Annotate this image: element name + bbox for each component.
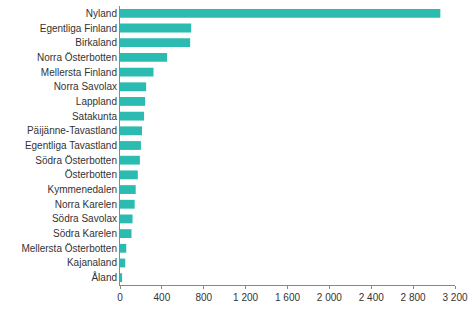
svg-text:800: 800 — [195, 292, 212, 303]
svg-text:2 400: 2 400 — [359, 292, 384, 303]
svg-text:Lappland: Lappland — [76, 96, 117, 107]
svg-text:Åland: Åland — [91, 271, 117, 283]
svg-text:Egentliga Tavastland: Egentliga Tavastland — [25, 140, 117, 151]
svg-text:Norra Österbotten: Norra Österbotten — [37, 52, 117, 63]
svg-text:Mellersta Österbotten: Mellersta Österbotten — [21, 243, 117, 254]
svg-text:Södra Savolax: Södra Savolax — [52, 213, 117, 224]
svg-text:Kymmenedalen: Kymmenedalen — [48, 184, 117, 195]
svg-text:1 200: 1 200 — [233, 292, 258, 303]
svg-text:Österbotten: Österbotten — [65, 169, 117, 180]
svg-text:400: 400 — [154, 292, 171, 303]
svg-text:3 200: 3 200 — [442, 292, 467, 303]
svg-text:Päijänne-Tavastland: Päijänne-Tavastland — [27, 125, 117, 136]
svg-text:Mellersta Finland: Mellersta Finland — [41, 67, 117, 78]
svg-text:Södra Karelen: Södra Karelen — [53, 228, 117, 239]
svg-text:2 000: 2 000 — [317, 292, 342, 303]
svg-text:Södra Österbotten: Södra Österbotten — [35, 155, 117, 166]
svg-text:Satakunta: Satakunta — [72, 111, 117, 122]
svg-text:Birkaland: Birkaland — [75, 37, 117, 48]
svg-text:Kajanaland: Kajanaland — [67, 257, 117, 268]
svg-text:2 800: 2 800 — [401, 292, 426, 303]
svg-text:Norra Savolax: Norra Savolax — [54, 81, 117, 92]
svg-text:Egentliga Finland: Egentliga Finland — [40, 23, 117, 34]
svg-text:1 600: 1 600 — [275, 292, 300, 303]
svg-text:Norra Karelen: Norra Karelen — [55, 199, 117, 210]
svg-text:0: 0 — [117, 292, 123, 303]
svg-text:Nyland: Nyland — [86, 8, 117, 19]
